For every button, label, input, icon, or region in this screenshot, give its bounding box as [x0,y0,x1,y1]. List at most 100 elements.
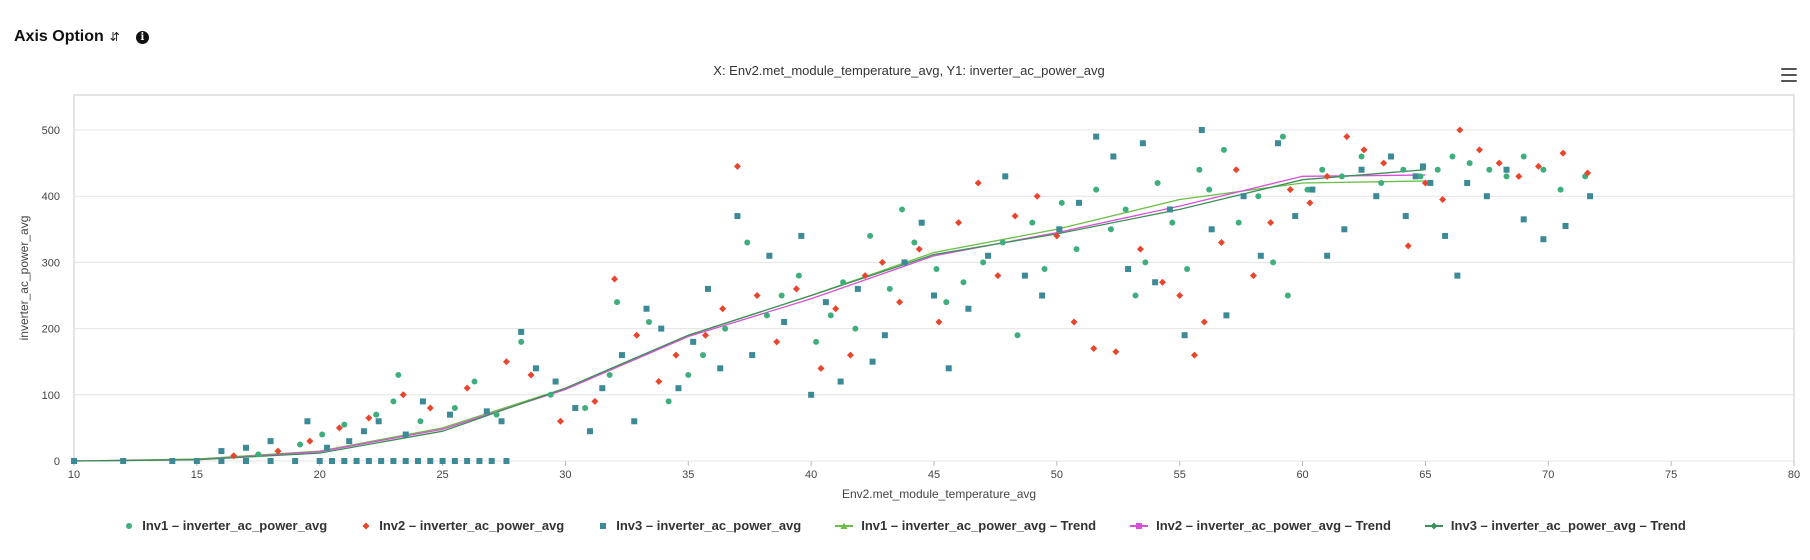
data-point-series-3[interactable] [346,438,353,445]
data-point-series-3[interactable] [292,458,299,464]
data-point-series-2[interactable] [672,351,680,359]
data-point-series-3[interactable] [518,328,525,335]
axis-option-selector[interactable]: Axis Option ⇵ i [14,28,149,46]
data-point-series-1[interactable] [1255,193,1262,200]
data-point-series-1[interactable] [341,421,348,428]
data-point-series-3[interactable] [675,385,682,392]
data-point-series-3[interactable] [1358,166,1365,173]
data-point-series-1[interactable] [297,441,304,448]
data-point-series-2[interactable] [1136,245,1144,253]
data-point-series-3[interactable] [218,448,225,455]
data-point-series-2[interactable] [502,358,510,366]
data-point-series-2[interactable] [426,404,434,412]
data-point-series-3[interactable] [1056,226,1063,233]
data-point-series-1[interactable] [665,398,672,405]
data-point-series-3[interactable] [365,458,372,464]
data-point-series-3[interactable] [766,252,773,259]
data-point-series-3[interactable] [749,352,756,359]
data-point-series-1[interactable] [1378,179,1385,186]
data-point-series-3[interactable] [704,285,711,292]
data-point-series-3[interactable] [837,378,844,385]
data-point-series-2[interactable] [463,384,471,392]
data-point-series-3[interactable] [243,458,249,464]
data-point-series-3[interactable] [1402,213,1409,220]
data-point-series-1[interactable] [1029,219,1036,226]
data-point-series-3[interactable] [390,458,397,464]
data-point-series-2[interactable] [1090,344,1098,352]
data-point-series-3[interactable] [1388,153,1395,160]
data-point-series-3[interactable] [1139,140,1146,147]
data-point-series-1[interactable] [813,338,820,345]
data-point-series-1[interactable] [614,299,621,306]
data-point-series-3[interactable] [781,318,788,325]
data-point-series-3[interactable] [120,458,127,464]
data-point-series-1[interactable] [1132,292,1139,299]
data-point-series-2[interactable] [994,272,1002,280]
data-point-series-2[interactable] [1404,242,1412,250]
data-point-series-2[interactable] [1249,272,1257,280]
legend-item-4[interactable]: Inv1 – inverter_ac_power_avg – Trend [835,518,1096,533]
data-point-series-2[interactable] [655,378,663,386]
data-point-series-3[interactable] [488,458,495,464]
data-point-series-2[interactable] [1534,162,1542,170]
data-point-series-2[interactable] [817,364,825,372]
data-point-series-2[interactable] [1267,219,1275,227]
legend-item-5[interactable]: Inv2 – inverter_ac_power_avg – Trend [1130,518,1391,533]
trend-line-series-5[interactable] [73,174,1426,462]
data-point-series-1[interactable] [1434,166,1441,173]
data-point-series-3[interactable] [1208,226,1215,233]
data-point-series-3[interactable] [869,358,876,365]
data-point-series-3[interactable] [360,428,367,435]
data-point-series-3[interactable] [1275,140,1281,147]
data-point-series-1[interactable] [744,239,751,246]
data-point-series-2[interactable] [527,371,535,379]
data-point-series-2[interactable] [1306,199,1314,207]
data-point-series-2[interactable] [1475,146,1483,154]
data-point-series-2[interactable] [955,219,963,227]
data-point-series-1[interactable] [1014,332,1021,339]
data-point-series-1[interactable] [1142,259,1149,266]
data-point-series-2[interactable] [557,417,565,425]
data-point-series-3[interactable] [1412,173,1419,180]
data-point-series-1[interactable] [999,239,1006,246]
data-point-series-2[interactable] [753,292,761,299]
data-point-series-1[interactable] [1358,153,1365,160]
data-point-series-2[interactable] [1033,192,1041,200]
data-point-series-2[interactable] [1380,159,1388,167]
data-point-series-3[interactable] [918,219,925,226]
data-point-series-1[interactable] [1319,166,1326,173]
data-point-series-3[interactable] [1454,272,1461,279]
data-point-series-1[interactable] [319,431,326,438]
data-point-series-1[interactable] [867,232,874,239]
data-point-series-3[interactable] [169,458,176,464]
data-point-series-3[interactable] [1021,272,1028,279]
data-point-series-2[interactable] [1456,126,1464,134]
data-point-series-2[interactable] [1053,232,1061,240]
data-point-series-3[interactable] [267,438,274,445]
data-point-series-3[interactable] [1503,166,1510,173]
data-point-series-3[interactable] [476,458,483,464]
data-point-series-1[interactable] [1417,173,1424,180]
data-point-series-3[interactable] [419,398,426,405]
data-point-series-2[interactable] [1232,166,1240,174]
data-point-series-1[interactable] [451,405,458,412]
legend-item-2[interactable]: Inv2 – inverter_ac_power_avg [361,518,564,533]
data-point-series-2[interactable] [1515,172,1523,180]
data-point-series-2[interactable] [974,179,982,187]
data-point-series-3[interactable] [267,458,274,464]
data-point-series-3[interactable] [483,408,490,415]
chart-menu-icon[interactable] [1781,68,1797,82]
legend-item-1[interactable]: Inv1 – inverter_ac_power_avg [124,518,327,533]
data-point-series-2[interactable] [832,305,840,313]
data-point-series-1[interactable] [395,371,402,378]
data-point-series-1[interactable] [700,352,707,359]
data-point-series-1[interactable] [1041,266,1048,273]
data-point-series-1[interactable] [373,411,380,418]
data-point-series-1[interactable] [1073,246,1080,253]
data-point-series-2[interactable] [719,305,727,313]
data-point-series-1[interactable] [1503,173,1510,180]
data-point-series-1[interactable] [471,378,478,385]
data-point-series-2[interactable] [1190,351,1198,359]
data-point-series-2[interactable] [365,414,373,422]
data-point-series-3[interactable] [451,458,458,464]
